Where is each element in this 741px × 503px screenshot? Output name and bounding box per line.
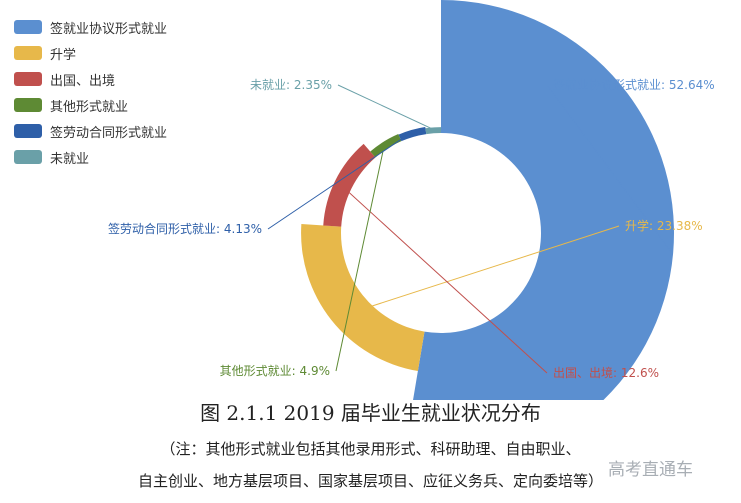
legend-label: 签劳动合同形式就业 [50, 125, 168, 141]
pie-slice[interactable] [398, 126, 427, 142]
legend-swatch [14, 46, 42, 60]
legend-swatch [14, 124, 42, 138]
pie-slice[interactable] [301, 224, 425, 372]
leader-line [546, 84, 672, 253]
legend-item[interactable]: 签就业协议形式就业 [14, 14, 167, 40]
legend-swatch [14, 72, 42, 86]
legend-label: 未就业 [50, 151, 90, 167]
leader-line [337, 84, 434, 130]
legend-swatch [14, 150, 42, 164]
legend-item[interactable]: 未就业 [14, 144, 167, 170]
legend-label: 签就业协议形式就业 [50, 21, 168, 37]
figure-note-line-2: 自主创业、地方基层项目、国家基层项目、应征义务兵、定向委培等） [137, 472, 603, 490]
legend-swatch [14, 20, 42, 34]
rose-pie-chart: 签就业协议形式就业: 52.64% 升学: 23.38% 出国、出境: 12.6% 其… [108, 0, 715, 400]
leader-line [332, 225, 620, 320]
leader-line [335, 143, 386, 372]
legend-item[interactable]: 升学 [14, 40, 167, 66]
data-label: 升学: 23.38% [625, 218, 703, 233]
data-label: 出国、出境: 12.6% [553, 365, 659, 380]
legend-label: 其他形式就业 [50, 99, 129, 115]
data-label: 签就业协议形式就业: 52.64% [553, 77, 715, 92]
data-label: 签劳动合同形式就业: 4.13% [108, 221, 262, 236]
pie-slice[interactable] [370, 133, 402, 158]
legend: 签就业协议形式就业 升学出国、出境其他形式就业签劳动合同形式就业 未就业 [14, 14, 167, 170]
data-label: 其他形式就业: 4.9% [220, 364, 330, 378]
data-label: 未就业: 2.35% [250, 78, 332, 92]
leader-line [267, 131, 413, 230]
figure-note-line-1: （注：其他形式就业包括其他录用形式、科研助理、自由职业、 [160, 440, 581, 458]
legend-label: 升学 [50, 47, 77, 63]
legend-item[interactable]: 其他形式就业 [14, 92, 167, 118]
legend-swatch [14, 98, 42, 112]
watermark: 高考直通车 [608, 460, 693, 480]
figure-title: 图 2.1.1 2019 届毕业生就业状况分布 [200, 401, 541, 425]
pie-slice[interactable] [425, 127, 441, 135]
leader-line [336, 181, 548, 374]
pie-slice[interactable] [323, 143, 376, 227]
pie-slice[interactable] [403, 0, 674, 400]
legend-item[interactable]: 出国、出境 [14, 66, 167, 92]
legend-item[interactable]: 签劳动合同形式就业 [14, 118, 167, 144]
legend-label: 出国、出境 [50, 73, 116, 89]
